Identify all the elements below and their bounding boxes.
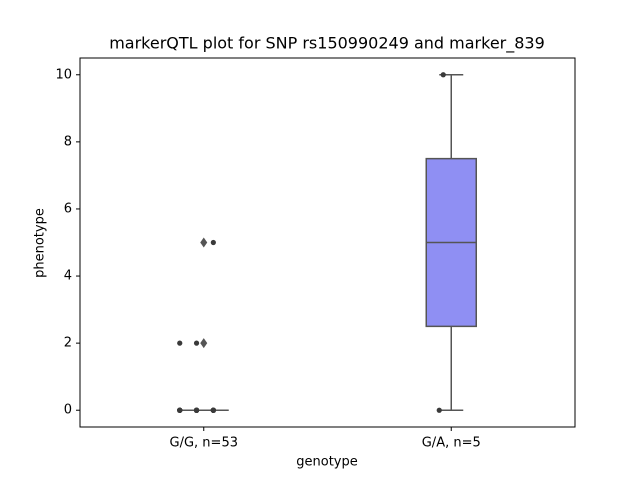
x-tick-label: G/G, n=53 bbox=[170, 436, 238, 451]
strip-point bbox=[193, 340, 200, 346]
strip-point bbox=[210, 239, 216, 246]
plot-frame bbox=[79, 57, 576, 428]
y-tick-label: 0 bbox=[64, 403, 72, 418]
strip-point bbox=[436, 407, 442, 413]
y-tick-label: 6 bbox=[64, 201, 72, 216]
y-tick-label: 10 bbox=[55, 67, 72, 82]
strip-point bbox=[440, 72, 446, 78]
strip-point bbox=[210, 407, 216, 413]
x-tick-label: G/A, n=5 bbox=[422, 436, 481, 451]
y-tick-label: 4 bbox=[64, 269, 72, 284]
y-axis-label: phenotype bbox=[33, 208, 48, 278]
strip-point bbox=[177, 340, 183, 346]
x-axis-label: genotype bbox=[296, 455, 357, 470]
strip-point bbox=[177, 407, 183, 413]
chart-title: markerQTL plot for SNP rs150990249 and m… bbox=[109, 34, 545, 54]
y-tick-label: 2 bbox=[64, 336, 72, 351]
y-tick-label: 8 bbox=[64, 134, 72, 149]
outlier bbox=[200, 338, 208, 349]
strip-point bbox=[193, 407, 200, 413]
outlier bbox=[200, 237, 208, 248]
